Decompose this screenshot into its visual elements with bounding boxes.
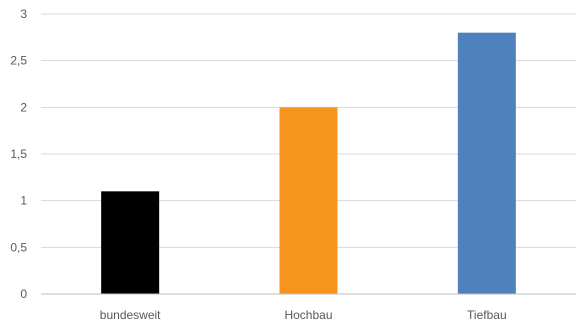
- x-category-label: bundesweit: [100, 308, 161, 322]
- x-axis-category-labels: bundesweit Hochbau Tiefbau: [100, 308, 507, 322]
- y-axis-tick-labels: 0 0,5 1 1,5 2 2,5 3: [10, 7, 27, 301]
- y-tick-label: 1: [20, 194, 27, 208]
- y-tick-label: 1,5: [10, 147, 27, 161]
- bar-tiefbau: [457, 32, 516, 295]
- y-tick-label: 0,5: [10, 240, 27, 254]
- y-tick-label: 3: [20, 7, 27, 21]
- x-category-label: Tiefbau: [467, 308, 507, 322]
- bar-hochbau: [279, 107, 338, 294]
- bar-bundesweit: [101, 191, 160, 294]
- bars: [101, 32, 516, 295]
- y-tick-label: 2,5: [10, 54, 27, 68]
- x-category-label: Hochbau: [284, 308, 332, 322]
- y-tick-label: 2: [20, 100, 27, 114]
- y-tick-label: 0: [20, 287, 27, 301]
